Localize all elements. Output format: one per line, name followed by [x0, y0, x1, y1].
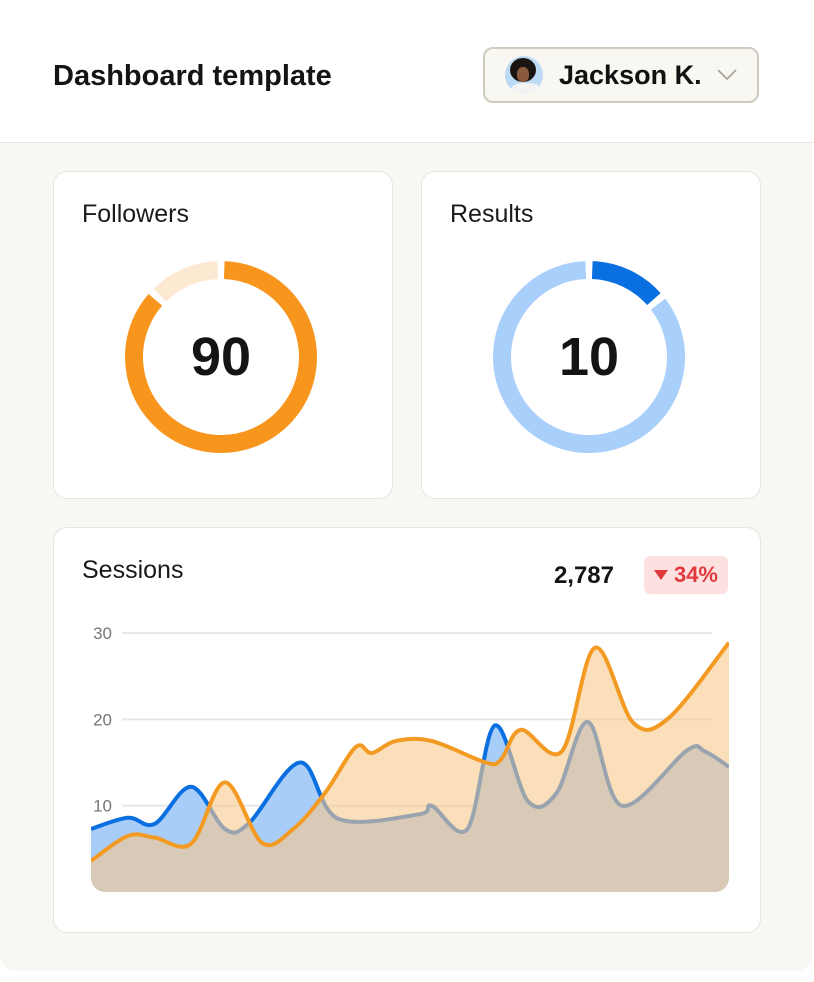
results-donut [493, 261, 685, 453]
series-area [91, 642, 729, 892]
followers-donut [125, 261, 317, 453]
page-title: Dashboard template [53, 60, 332, 92]
sessions-label: Sessions [82, 556, 184, 584]
sessions-card: Sessions 2,787 34% 10 20 30 [53, 527, 761, 933]
followers-value: 90 [190, 327, 252, 387]
y-tick-label: 20 [93, 710, 112, 729]
y-tick-label: 30 [93, 624, 112, 643]
chevron-down-icon [717, 69, 737, 81]
header: Dashboard template Jackson K. [0, 0, 814, 143]
followers-card: Followers 90 [53, 171, 393, 499]
donut-track [153, 261, 219, 302]
arrow-down-icon [653, 570, 668, 580]
results-value: 10 [558, 327, 620, 387]
user-menu-button[interactable]: Jackson K. [483, 47, 759, 103]
avatar [505, 56, 543, 94]
change-value: 34% [673, 562, 718, 587]
user-name: Jackson K. [559, 59, 702, 90]
donut-arc [591, 261, 661, 306]
results-card: Results 10 [421, 171, 761, 499]
sessions-chart: 10 20 30 [91, 624, 729, 892]
change-badge: 34% [643, 556, 728, 594]
results-label: Results [450, 200, 534, 228]
donut-track [493, 261, 685, 453]
followers-label: Followers [82, 200, 189, 228]
y-tick-label: 10 [93, 797, 112, 816]
sessions-total: 2,787 [553, 562, 614, 589]
dashboard-content: Followers 90 Results 10 Sessions 2,787 3… [0, 143, 812, 971]
donut-arc [125, 261, 317, 453]
series-line [91, 641, 729, 863]
